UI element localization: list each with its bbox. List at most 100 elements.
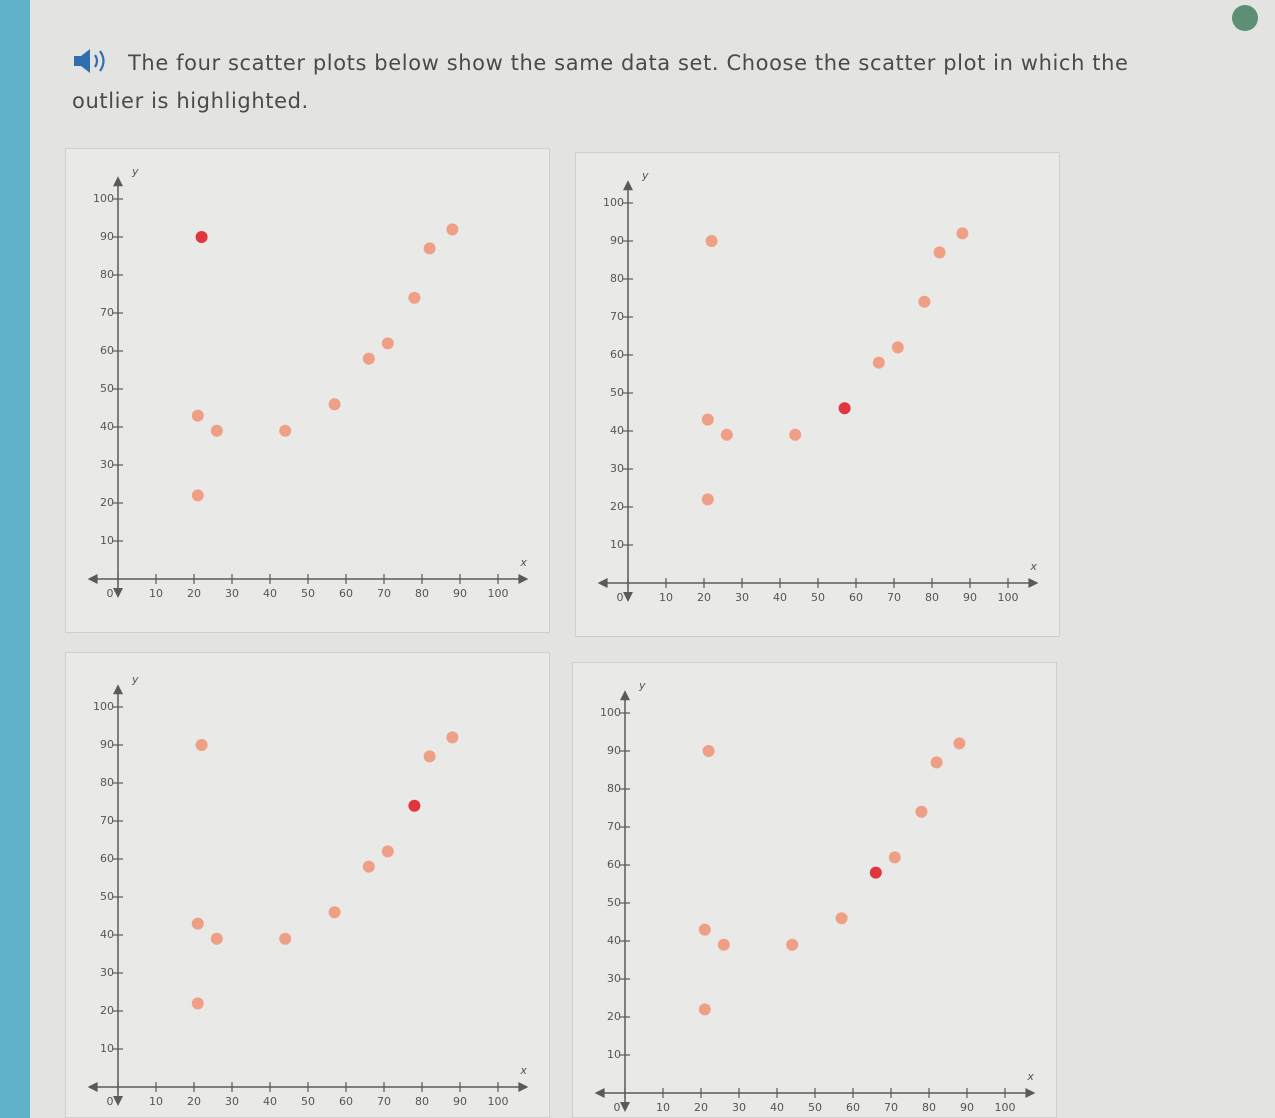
data-point [891,341,904,354]
y-tick-label: 40 [100,420,114,433]
arrow [597,578,608,588]
data-point [705,235,718,247]
data-point [869,866,882,879]
x-tick-label: 0 [617,591,624,604]
x-tick-label: 100 [995,1101,1016,1114]
data-point [701,413,714,426]
data-point [888,851,901,864]
x-tick-label: 60 [849,591,863,604]
data-point [701,493,714,506]
arrow [87,1082,98,1092]
data-point [191,997,204,1010]
x-tick-label: 40 [773,591,787,604]
scatter-plot: x y 0 10 20 30 40 50 60 70 80 90 100 10 20 30 40 50 60 70 80… [87,165,529,600]
y-tick-label: 30 [610,462,624,475]
data-point [930,756,943,769]
y-tick-label: 30 [607,972,621,985]
data-point [191,409,204,422]
x-axis-label: x [1029,560,1037,573]
x-tick-label: 60 [339,587,353,600]
y-tick-label: 80 [607,782,621,795]
y-tick-label: 90 [100,738,114,751]
data-point [933,246,946,259]
data-point [210,424,223,437]
x-tick-label: 0 [107,1095,114,1108]
scatter-plot: x y 0 10 20 30 40 50 60 70 80 90 100 10 20 30 40 50 60 70 80… [597,169,1039,604]
x-tick-label: 70 [887,591,901,604]
avatar[interactable] [1232,5,1258,31]
arrow [113,1096,123,1106]
arrow [113,588,123,598]
x-tick-label: 40 [263,1095,277,1108]
data-point [195,739,208,751]
scatter-plot: x y 0 10 20 30 40 50 60 70 80 90 100 10 20 30 40 50 60 70 80… [594,679,1036,1114]
x-tick-label: 50 [808,1101,822,1114]
y-tick-label: 70 [100,306,114,319]
x-tick-label: 90 [963,591,977,604]
choice-panel[interactable]: x y 0 10 20 30 40 50 60 70 80 90 100 10 20 30 40 50 60 70 80… [575,152,1060,637]
x-tick-label: 80 [415,1095,429,1108]
x-tick-label: 40 [770,1101,784,1114]
y-tick-label: 60 [100,344,114,357]
y-tick-label: 90 [100,230,114,243]
data-point [328,398,341,411]
data-point [915,805,928,818]
data-point [195,231,208,243]
arrow [623,180,633,191]
x-tick-label: 10 [149,587,163,600]
x-tick-label: 30 [735,591,749,604]
x-tick-label: 20 [697,591,711,604]
x-tick-label: 100 [488,587,509,600]
data-point [381,337,394,350]
x-tick-label: 50 [301,587,315,600]
x-tick-label: 50 [301,1095,315,1108]
x-axis-label: x [519,1064,527,1077]
data-point [191,917,204,930]
arrow [518,1082,529,1092]
y-tick-label: 80 [610,272,624,285]
y-tick-label: 90 [610,234,624,247]
y-tick-label: 20 [607,1010,621,1023]
x-tick-label: 70 [884,1101,898,1114]
y-tick-label: 60 [607,858,621,871]
x-tick-label: 10 [656,1101,670,1114]
choice-panel[interactable]: x y 0 10 20 30 40 50 60 70 80 90 100 10 20 30 40 50 60 70 80… [65,148,550,633]
y-axis-label: y [638,679,646,692]
x-tick-label: 90 [453,587,467,600]
y-tick-label: 80 [100,268,114,281]
data-point [408,799,421,812]
data-point [918,295,931,308]
y-axis-label: y [131,165,139,178]
data-point [789,428,802,441]
x-tick-label: 70 [377,1095,391,1108]
arrow [620,1102,630,1112]
x-axis-label: x [519,556,527,569]
x-tick-label: 80 [415,587,429,600]
y-tick-label: 50 [100,382,114,395]
data-point [702,745,715,757]
x-tick-label: 30 [225,1095,239,1108]
arrow [113,684,123,695]
speaker-icon[interactable] [72,46,114,76]
data-point [835,912,848,925]
choice-panel[interactable]: x y 0 10 20 30 40 50 60 70 80 90 100 10 20 30 40 50 60 70 80… [572,662,1057,1118]
x-tick-label: 0 [614,1101,621,1114]
x-tick-label: 30 [225,587,239,600]
y-tick-label: 100 [93,192,114,205]
x-tick-label: 80 [922,1101,936,1114]
arrow [1028,578,1039,588]
data-point [279,932,292,945]
question-text: The four scatter plots below show the sa… [72,51,1129,113]
data-point [423,242,436,255]
y-tick-label: 100 [603,196,624,209]
data-point [786,938,799,951]
y-tick-label: 60 [100,852,114,865]
data-point [362,352,375,365]
choice-panel[interactable]: x y 0 10 20 30 40 50 60 70 80 90 100 10 20 30 40 50 60 70 80… [65,652,550,1118]
x-tick-label: 90 [453,1095,467,1108]
data-point [328,906,341,919]
y-tick-label: 70 [607,820,621,833]
data-point [446,731,459,744]
y-tick-label: 50 [100,890,114,903]
